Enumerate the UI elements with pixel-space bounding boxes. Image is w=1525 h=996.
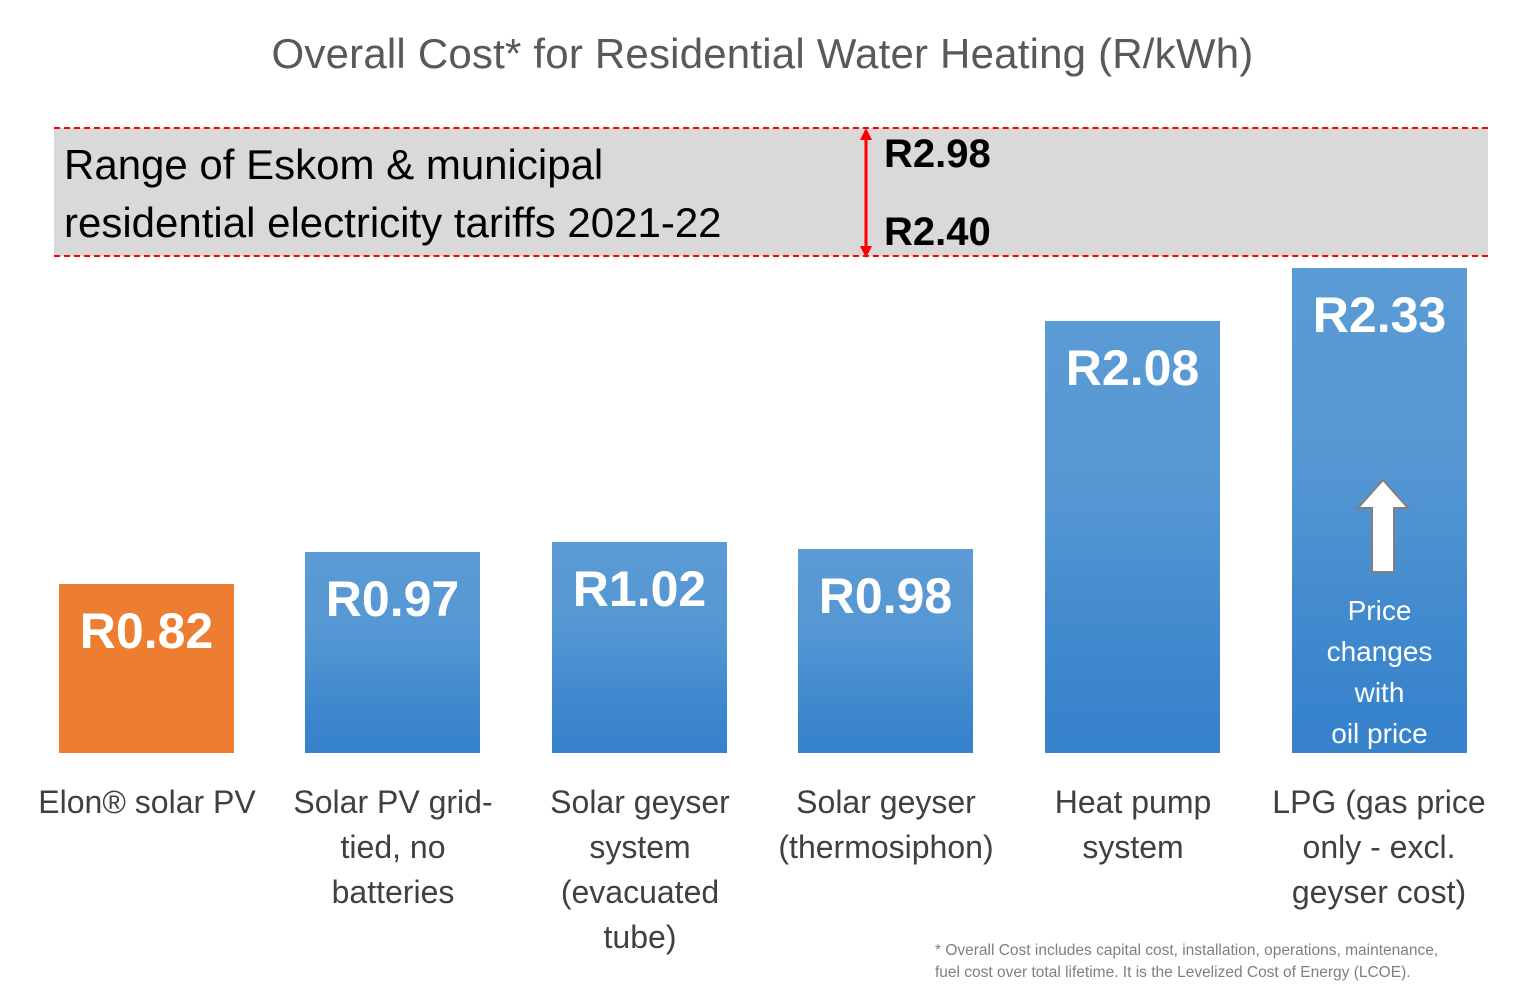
tariff-band-label-line2: residential electricity tariffs 2021-22 bbox=[64, 199, 722, 246]
up-arrow-icon bbox=[1356, 478, 1410, 573]
bar-solar-pv-grid-tied: R0.97 bbox=[305, 552, 480, 753]
tariff-band-label-line1: Range of Eskom & municipal bbox=[64, 141, 604, 188]
bar-value-label: R1.02 bbox=[572, 561, 707, 617]
category-label-line: system bbox=[589, 829, 691, 865]
bar-value-label: R0.98 bbox=[818, 568, 953, 624]
category-label-line: system bbox=[1082, 829, 1184, 865]
category-label-line: Solar geyser bbox=[796, 784, 976, 820]
lpg-note-line: oil price bbox=[1331, 718, 1428, 749]
tariff-range-band bbox=[54, 128, 1488, 256]
category-label-heat-pump: Heat pump system bbox=[1008, 780, 1258, 870]
bar-value-label: R2.33 bbox=[1312, 287, 1447, 343]
tariff-high-line bbox=[54, 127, 1488, 129]
double-arrow-icon bbox=[860, 128, 872, 258]
category-label-line: only - excl. bbox=[1302, 829, 1456, 865]
category-label-line: Heat pump bbox=[1054, 784, 1212, 820]
tariff-band-label: Range of Eskom & municipal residential e… bbox=[64, 136, 722, 252]
lpg-note-line: with bbox=[1354, 677, 1405, 708]
chart-title: Overall Cost* for Residential Water Heat… bbox=[271, 30, 1254, 77]
category-label-line: Solar PV grid- bbox=[293, 784, 493, 820]
lpg-note-line: Price bbox=[1347, 595, 1412, 626]
footnote-line2: fuel cost over total lifetime. It is the… bbox=[935, 964, 1411, 981]
category-label-line: batteries bbox=[331, 874, 455, 910]
bar-solar-geyser-evacuated: R1.02 bbox=[552, 542, 727, 753]
bar-value-label: R0.82 bbox=[79, 603, 214, 659]
bar-solar-geyser-thermosiphon: R0.98 bbox=[798, 549, 973, 753]
tariff-low-line bbox=[54, 255, 1488, 257]
bar-value-label: R0.97 bbox=[325, 571, 460, 627]
category-label-solar-geyser-evacuated: Solar geyser system (evacuated tube) bbox=[515, 780, 765, 960]
category-label-line: (thermosiphon) bbox=[778, 829, 994, 865]
category-label-solar-pv-grid-tied: Solar PV grid- tied, no batteries bbox=[268, 780, 518, 915]
bar-elon-solar-pv: R0.82 bbox=[59, 584, 234, 753]
bar-value-label: R2.08 bbox=[1065, 340, 1200, 396]
bar-heat-pump: R2.08 bbox=[1045, 321, 1220, 753]
category-label-elon-solar-pv: Elon® solar PV bbox=[22, 780, 272, 825]
footnote: * Overall Cost includes capital cost, in… bbox=[935, 940, 1438, 984]
footnote-line1: * Overall Cost includes capital cost, in… bbox=[935, 942, 1439, 959]
tariff-high-value: R2.98 bbox=[884, 132, 991, 176]
tariff-low-value: R2.40 bbox=[884, 210, 991, 254]
category-label-line: LPG (gas price bbox=[1272, 784, 1486, 820]
category-label-line: tied, no bbox=[340, 829, 446, 865]
category-label-lpg: LPG (gas price only - excl. geyser cost) bbox=[1254, 780, 1504, 915]
category-label-line: Solar geyser bbox=[550, 784, 730, 820]
lpg-note-line: changes bbox=[1326, 636, 1433, 667]
category-label-solar-geyser-thermosiphon: Solar geyser (thermosiphon) bbox=[761, 780, 1011, 870]
category-label-line: Elon® solar PV bbox=[38, 784, 256, 820]
lpg-price-note: Price changes with oil price bbox=[1292, 590, 1467, 754]
category-label-line: tube) bbox=[603, 919, 677, 955]
category-label-line: (evacuated bbox=[560, 874, 720, 910]
category-label-line: geyser cost) bbox=[1291, 874, 1467, 910]
